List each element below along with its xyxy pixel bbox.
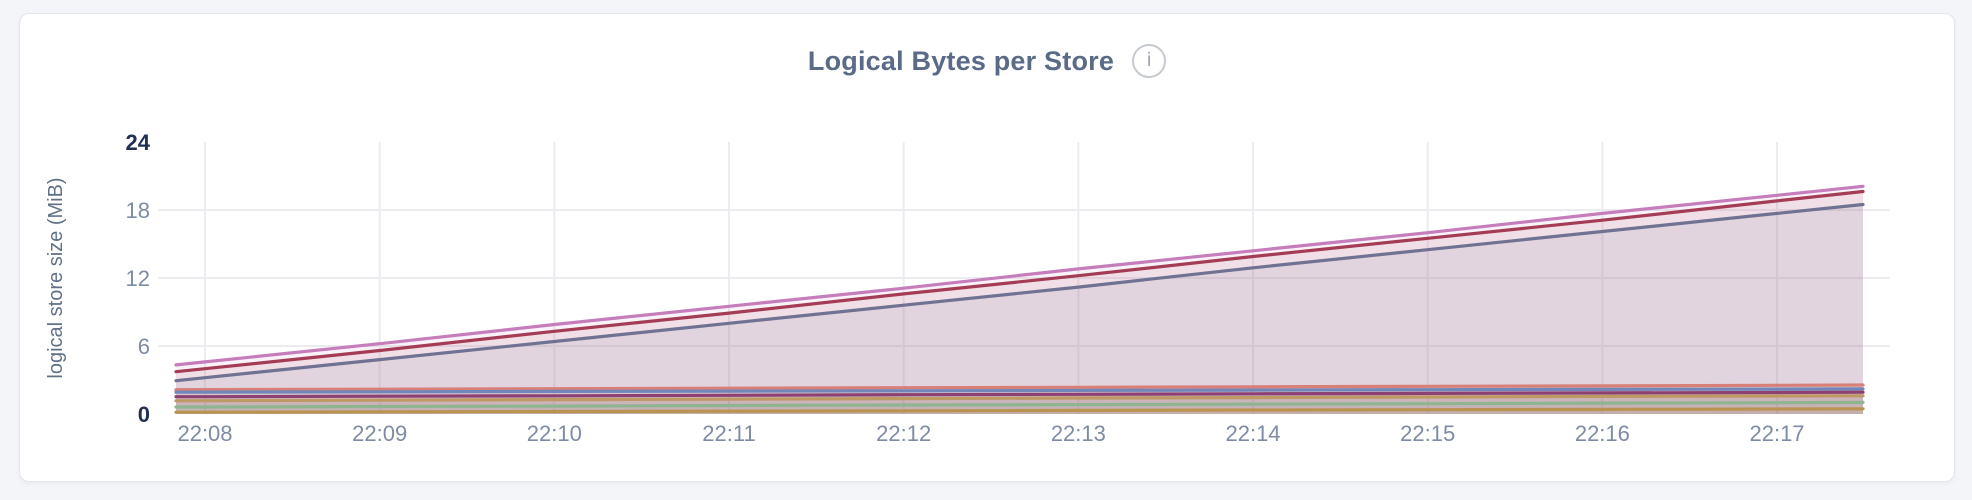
series-line-series-1 — [174, 184, 1865, 367]
series-group — [174, 184, 1865, 414]
x-tick-label: 22:14 — [1225, 421, 1280, 446]
info-icon-glyph: i — [1146, 50, 1152, 71]
x-tick-label: 22:10 — [527, 421, 582, 446]
series-line-series-6 — [174, 390, 1865, 399]
x-tick-label: 22:17 — [1749, 421, 1804, 446]
y-tick-label: 18 — [126, 198, 150, 223]
y-tick-label: 6 — [138, 334, 150, 359]
x-tick-label: 22:13 — [1051, 421, 1106, 446]
y-tick-label: 0 — [138, 402, 150, 427]
y-axis-title: logical store size (MiB) — [45, 177, 67, 378]
x-tick-label: 22:08 — [177, 421, 232, 446]
gridlines-group — [158, 142, 1890, 414]
y-tick-label: 12 — [126, 266, 150, 291]
page-title: Logical Bytes per Store — [807, 45, 1115, 76]
x-tick-label: 22:09 — [352, 421, 407, 446]
series-line-series-5 — [174, 387, 1865, 394]
series-line-series-7 — [174, 394, 1865, 403]
series-line-series-2 — [174, 189, 1865, 374]
x-tick-label: 22:12 — [876, 421, 931, 446]
x-tick-label: 22:15 — [1400, 421, 1455, 446]
info-icon[interactable]: i — [1132, 44, 1167, 78]
x-tick-label: 22:11 — [702, 421, 755, 446]
axis-labels-group: 0 6 12 18 24 22:08 22:09 22:10 22:11 22:12 22:13 22… — [126, 130, 1805, 446]
x-tick-label: 22:16 — [1575, 421, 1630, 446]
chart-header: Logical Bytes per Store i — [20, 44, 1954, 78]
y-tick-label: 24 — [126, 130, 151, 155]
series-line-series-8 — [174, 400, 1865, 409]
series-area-series-3 — [176, 204, 1863, 414]
series-line-series-4 — [174, 383, 1865, 392]
series-line-series-3 — [174, 202, 1865, 383]
series-line-series-9 — [174, 407, 1865, 414]
series-area-series-1 — [176, 186, 1863, 414]
